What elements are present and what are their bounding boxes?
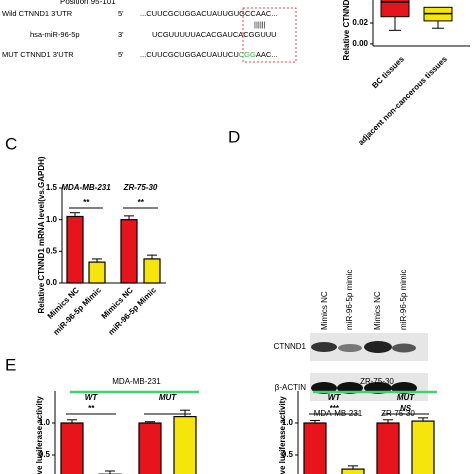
panel-label: E — [5, 355, 16, 374]
bar — [303, 422, 327, 474]
lane-label: Mimics NC — [373, 291, 382, 330]
seed-box — [242, 7, 297, 63]
band-label: β-ACTIN — [275, 383, 306, 392]
group-label: MDA-MB-231 — [61, 183, 111, 192]
bar — [341, 468, 365, 474]
significance: ** — [137, 198, 144, 207]
y-axis-label: Relative CTNND1 mRNA level(vs.GAPDH) — [37, 156, 46, 313]
sequence-part: AAC... — [256, 50, 278, 59]
pairing: |||||| — [254, 20, 266, 29]
lane-label: Mimics NC — [320, 291, 329, 330]
sequence-part: ...CUUCGCUGGACUAUUGUGCCAAC... — [140, 9, 278, 18]
group-label: WT — [328, 393, 342, 402]
bar — [173, 416, 197, 474]
bar — [138, 422, 162, 474]
chart-title: MDA-MB-231 — [112, 377, 161, 386]
sequence-name: MUT CTNND1 3'UTR — [2, 50, 74, 59]
sequence-end: 5' — [118, 50, 124, 59]
bar — [120, 219, 138, 284]
significance: ** — [83, 198, 90, 207]
y-axis-label: ative luciferase activity — [278, 396, 287, 474]
lane-label: miR-96-5p mimic — [345, 270, 354, 330]
bar — [88, 261, 106, 284]
significance: *** — [329, 404, 339, 413]
lane-label: miR-96-5p mimic — [399, 270, 408, 330]
box — [380, 0, 410, 18]
plot-area — [303, 417, 435, 474]
position-label: Position 95-101 — [60, 0, 116, 6]
y-tick-label: 1.5 — [46, 183, 58, 192]
group-label: MUT — [397, 393, 415, 402]
sequence-name: hsa-miR-96-5p — [30, 30, 80, 39]
significance: ** — [88, 404, 95, 413]
sequence-end: 3' — [118, 30, 124, 39]
plot-area — [380, 0, 453, 31]
group-label: WT — [85, 393, 99, 402]
y-tick-label: 1.0 — [282, 418, 294, 427]
y-tick-label: 0.00 — [352, 39, 368, 48]
y-axis-label: Relative CTNND — [342, 0, 351, 60]
sequence-part: UCGUUUUUACACGAUCACGGUUU — [152, 30, 277, 39]
group-label: ZR-75-30 — [123, 183, 158, 192]
y-tick-label: 0.0 — [46, 278, 58, 287]
sequence-name: Wild CTNND1 3'UTR — [2, 9, 73, 18]
significance: NS — [400, 404, 412, 413]
sequence-end: 5' — [118, 9, 124, 18]
band-label: CTNND1 — [274, 342, 307, 351]
sequence: ...CUUCGCUGGACUAUUGUGCCAAC... — [140, 9, 278, 18]
bar — [376, 422, 400, 474]
y-tick-label: 1.0 — [39, 418, 51, 427]
chart-title: ZR-75-30 — [360, 377, 394, 386]
y-tick-label: 0.5 — [39, 450, 51, 459]
y-tick-label: 1.0 — [46, 215, 58, 224]
panel-label: D — [228, 127, 240, 146]
y-tick-label: 0.02 — [352, 18, 368, 27]
plot-area — [60, 409, 197, 474]
bar — [143, 258, 161, 284]
sequence: UCGUUUUUACACGAUCACGGUUU — [152, 30, 277, 39]
bar — [411, 420, 435, 474]
sequence-part: CGG — [239, 50, 256, 59]
sequence-part: ...CUUCGCUGGACUAUUCU — [140, 50, 239, 59]
y-axis-label: ative luciferase activity — [35, 396, 44, 474]
panel-label: C — [5, 134, 17, 153]
group-label: MUT — [159, 393, 177, 402]
sequence: ...CUUCGCUGGACUAUUCUCGGAAC... — [140, 50, 278, 59]
y-tick-label: 0.5 — [282, 450, 294, 459]
bar — [60, 422, 84, 474]
y-tick-label: 0.5 — [46, 246, 58, 255]
bar — [66, 215, 84, 284]
